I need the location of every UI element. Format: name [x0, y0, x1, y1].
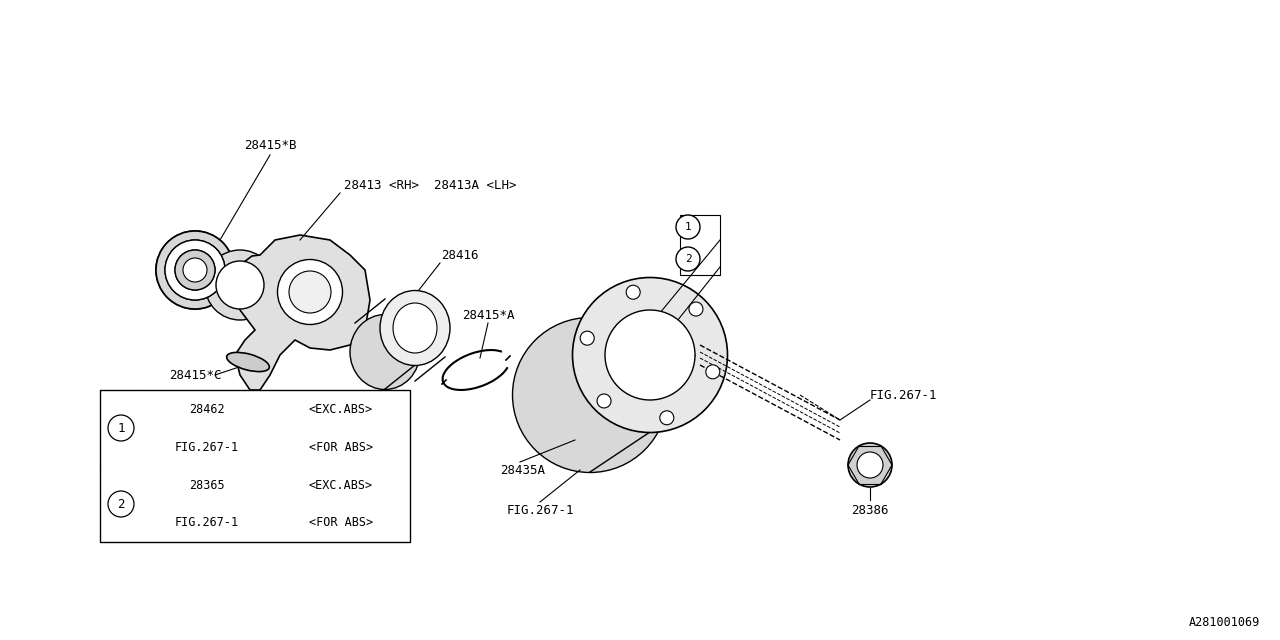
Ellipse shape	[512, 317, 667, 472]
Text: 2: 2	[685, 254, 691, 264]
Ellipse shape	[393, 303, 436, 353]
Text: 28413 <RH>  28413A <LH>: 28413 <RH> 28413A <LH>	[344, 179, 516, 191]
Ellipse shape	[165, 240, 225, 300]
Ellipse shape	[572, 278, 727, 433]
Ellipse shape	[183, 258, 207, 282]
Text: 28386: 28386	[851, 504, 888, 516]
Text: FIG.267-1: FIG.267-1	[175, 516, 239, 529]
Text: 28435A: 28435A	[500, 463, 545, 477]
Ellipse shape	[676, 215, 700, 239]
Ellipse shape	[289, 271, 332, 313]
Ellipse shape	[626, 285, 640, 300]
Text: <EXC.ABS>: <EXC.ABS>	[308, 479, 372, 492]
Text: 28415*A: 28415*A	[462, 308, 515, 321]
Ellipse shape	[175, 250, 215, 290]
Text: 28462: 28462	[189, 403, 225, 415]
Ellipse shape	[580, 331, 594, 345]
Ellipse shape	[278, 259, 343, 324]
Text: <FOR ABS>: <FOR ABS>	[308, 440, 372, 454]
Text: FIG.267-1: FIG.267-1	[175, 440, 239, 454]
Ellipse shape	[380, 291, 451, 365]
Ellipse shape	[156, 231, 234, 309]
Text: 28365: 28365	[189, 479, 225, 492]
Polygon shape	[236, 235, 370, 390]
Text: <FOR ABS>: <FOR ABS>	[308, 516, 372, 529]
Ellipse shape	[108, 415, 134, 441]
Text: FIG.267-1: FIG.267-1	[870, 388, 937, 401]
Ellipse shape	[216, 261, 264, 309]
Bar	[680, 215, 721, 275]
Text: A281001069: A281001069	[1189, 616, 1260, 628]
Text: 28415*C: 28415*C	[169, 369, 221, 381]
Text: 1: 1	[118, 422, 124, 435]
Text: <EXC.ABS>: <EXC.ABS>	[308, 403, 372, 415]
Text: FIG.267-1: FIG.267-1	[507, 504, 573, 516]
Ellipse shape	[108, 491, 134, 517]
Ellipse shape	[659, 411, 673, 425]
Ellipse shape	[705, 365, 719, 379]
Text: 1: 1	[685, 222, 691, 232]
Text: 28416: 28416	[442, 248, 479, 262]
Text: 2: 2	[118, 497, 124, 511]
Ellipse shape	[227, 353, 269, 372]
Ellipse shape	[858, 452, 883, 478]
Ellipse shape	[849, 443, 892, 487]
Ellipse shape	[605, 310, 695, 400]
Ellipse shape	[156, 231, 234, 309]
Ellipse shape	[596, 394, 611, 408]
Bar	[100, 390, 410, 542]
Ellipse shape	[689, 302, 703, 316]
Ellipse shape	[175, 250, 215, 290]
Ellipse shape	[676, 247, 700, 271]
Ellipse shape	[205, 250, 275, 320]
Ellipse shape	[349, 314, 420, 390]
Text: 28415*B: 28415*B	[243, 138, 296, 152]
Ellipse shape	[165, 240, 225, 300]
